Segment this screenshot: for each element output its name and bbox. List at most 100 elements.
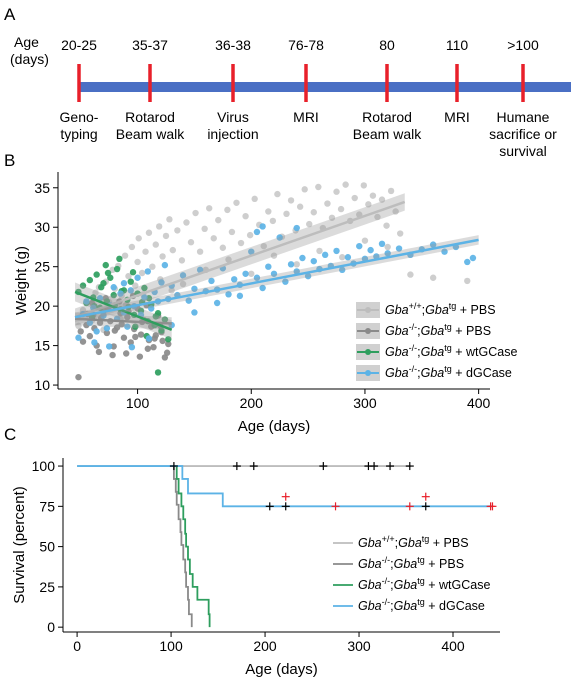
x-tick-label: 200 (240, 395, 264, 411)
data-point (132, 333, 139, 341)
x-tick-label: 400 (441, 638, 465, 654)
data-point (134, 274, 141, 281)
age-label-line2: (days) (10, 51, 49, 67)
data-point (136, 353, 144, 360)
data-point (98, 284, 105, 291)
data-point (105, 343, 113, 350)
timeline-event-label: Geno- (60, 109, 99, 125)
x-tick-label: 400 (467, 395, 491, 411)
timeline-event-label: MRI (444, 109, 470, 125)
y-tick-label: 20 (34, 298, 50, 314)
data-point (103, 325, 111, 332)
data-point (293, 224, 300, 232)
data-point (464, 277, 471, 285)
panel-a-label: A (4, 5, 16, 24)
data-point (135, 235, 142, 242)
data-point (152, 241, 159, 248)
data-point (121, 252, 129, 259)
data-point (95, 348, 103, 356)
timeline-event-label: Beam walk (353, 126, 422, 142)
data-point (225, 256, 232, 263)
censor-mark (281, 502, 290, 511)
data-point (259, 223, 266, 230)
x-tick-label: 300 (347, 638, 371, 654)
data-point (304, 272, 312, 280)
survival-legend: Gba+/+;Gbatg + PBS Gba-/-;Gbatg + PBS Gba-… (333, 534, 490, 613)
censor-mark (169, 462, 178, 471)
data-point (152, 332, 159, 339)
data-point (120, 334, 128, 341)
x-tick-label: 100 (126, 395, 150, 411)
data-point (407, 271, 414, 278)
data-point (383, 222, 390, 229)
data-point (179, 272, 187, 279)
timeline-event: 110 MRI (444, 37, 470, 125)
data-point (282, 278, 289, 285)
data-point (128, 243, 136, 251)
y-tick-label: 0 (47, 619, 55, 635)
series-points (75, 181, 471, 334)
weight-chart: 100 200 300 400 10 15 20 25 30 35 Age (days) Weight… (13, 172, 517, 435)
weight-legend: Gba+/+;Gbatg + PBS Gba-/-;Gbatg + PBS Gba-… (354, 300, 517, 381)
survival-curve (171, 465, 193, 628)
data-point (161, 316, 169, 323)
data-point (118, 321, 125, 328)
data-point (384, 250, 391, 257)
data-point (102, 261, 109, 269)
timeline-event-age: 36-38 (215, 37, 251, 53)
data-point (165, 340, 172, 348)
data-point (93, 328, 100, 335)
data-point (145, 229, 153, 236)
data-point (166, 216, 173, 223)
x-tick-label: 100 (159, 638, 183, 654)
data-point (224, 206, 231, 214)
data-point (92, 289, 99, 296)
data-point (144, 268, 152, 275)
data-point (183, 219, 190, 226)
data-point (127, 287, 134, 294)
data-point (110, 291, 117, 299)
legend-key-dot (365, 307, 371, 313)
y-tick-label: 30 (34, 219, 50, 235)
data-point (378, 196, 386, 203)
survival-chart: 0 100 200 300 400 0 25 50 75 100 Age (days) Surviva… (11, 458, 500, 678)
timeline-event-age: 20-25 (61, 37, 97, 53)
timeline-bar (79, 82, 571, 92)
survival-curve (77, 465, 493, 508)
data-point (310, 209, 317, 216)
data-point (169, 246, 177, 254)
data-point (158, 327, 165, 334)
y-tick-label: 10 (34, 377, 50, 393)
panel-b-label: B (4, 151, 15, 170)
timeline-event-label: Virus (217, 109, 249, 125)
data-point (316, 247, 323, 255)
data-point (253, 274, 261, 281)
timeline-event-label: Humane (497, 109, 550, 125)
data-point (142, 248, 149, 255)
data-point (378, 240, 386, 248)
timeline-event-label: survival (499, 143, 546, 159)
data-point (367, 246, 374, 254)
legend-label: Gba-/-;Gbatg + PBS (358, 555, 464, 571)
age-label-line1: Age (14, 34, 39, 50)
data-point (251, 195, 258, 203)
timeline-event: 20-25 Geno-typing (60, 37, 99, 142)
legend-label: Gba-/-;Gbatg + PBS (385, 322, 491, 338)
data-point (215, 216, 222, 224)
trend-line (74, 200, 406, 319)
timeline-event-label: Beam walk (116, 126, 185, 142)
data-point (79, 282, 87, 289)
data-point (161, 354, 169, 361)
data-point (191, 285, 198, 292)
data-point (149, 263, 156, 270)
data-point (299, 254, 306, 262)
data-point (185, 297, 192, 304)
data-point (360, 182, 368, 189)
data-point (141, 284, 148, 292)
data-point (213, 299, 221, 307)
legend-label: Gba+/+;Gbatg + PBS (385, 301, 496, 317)
data-point (287, 197, 295, 204)
